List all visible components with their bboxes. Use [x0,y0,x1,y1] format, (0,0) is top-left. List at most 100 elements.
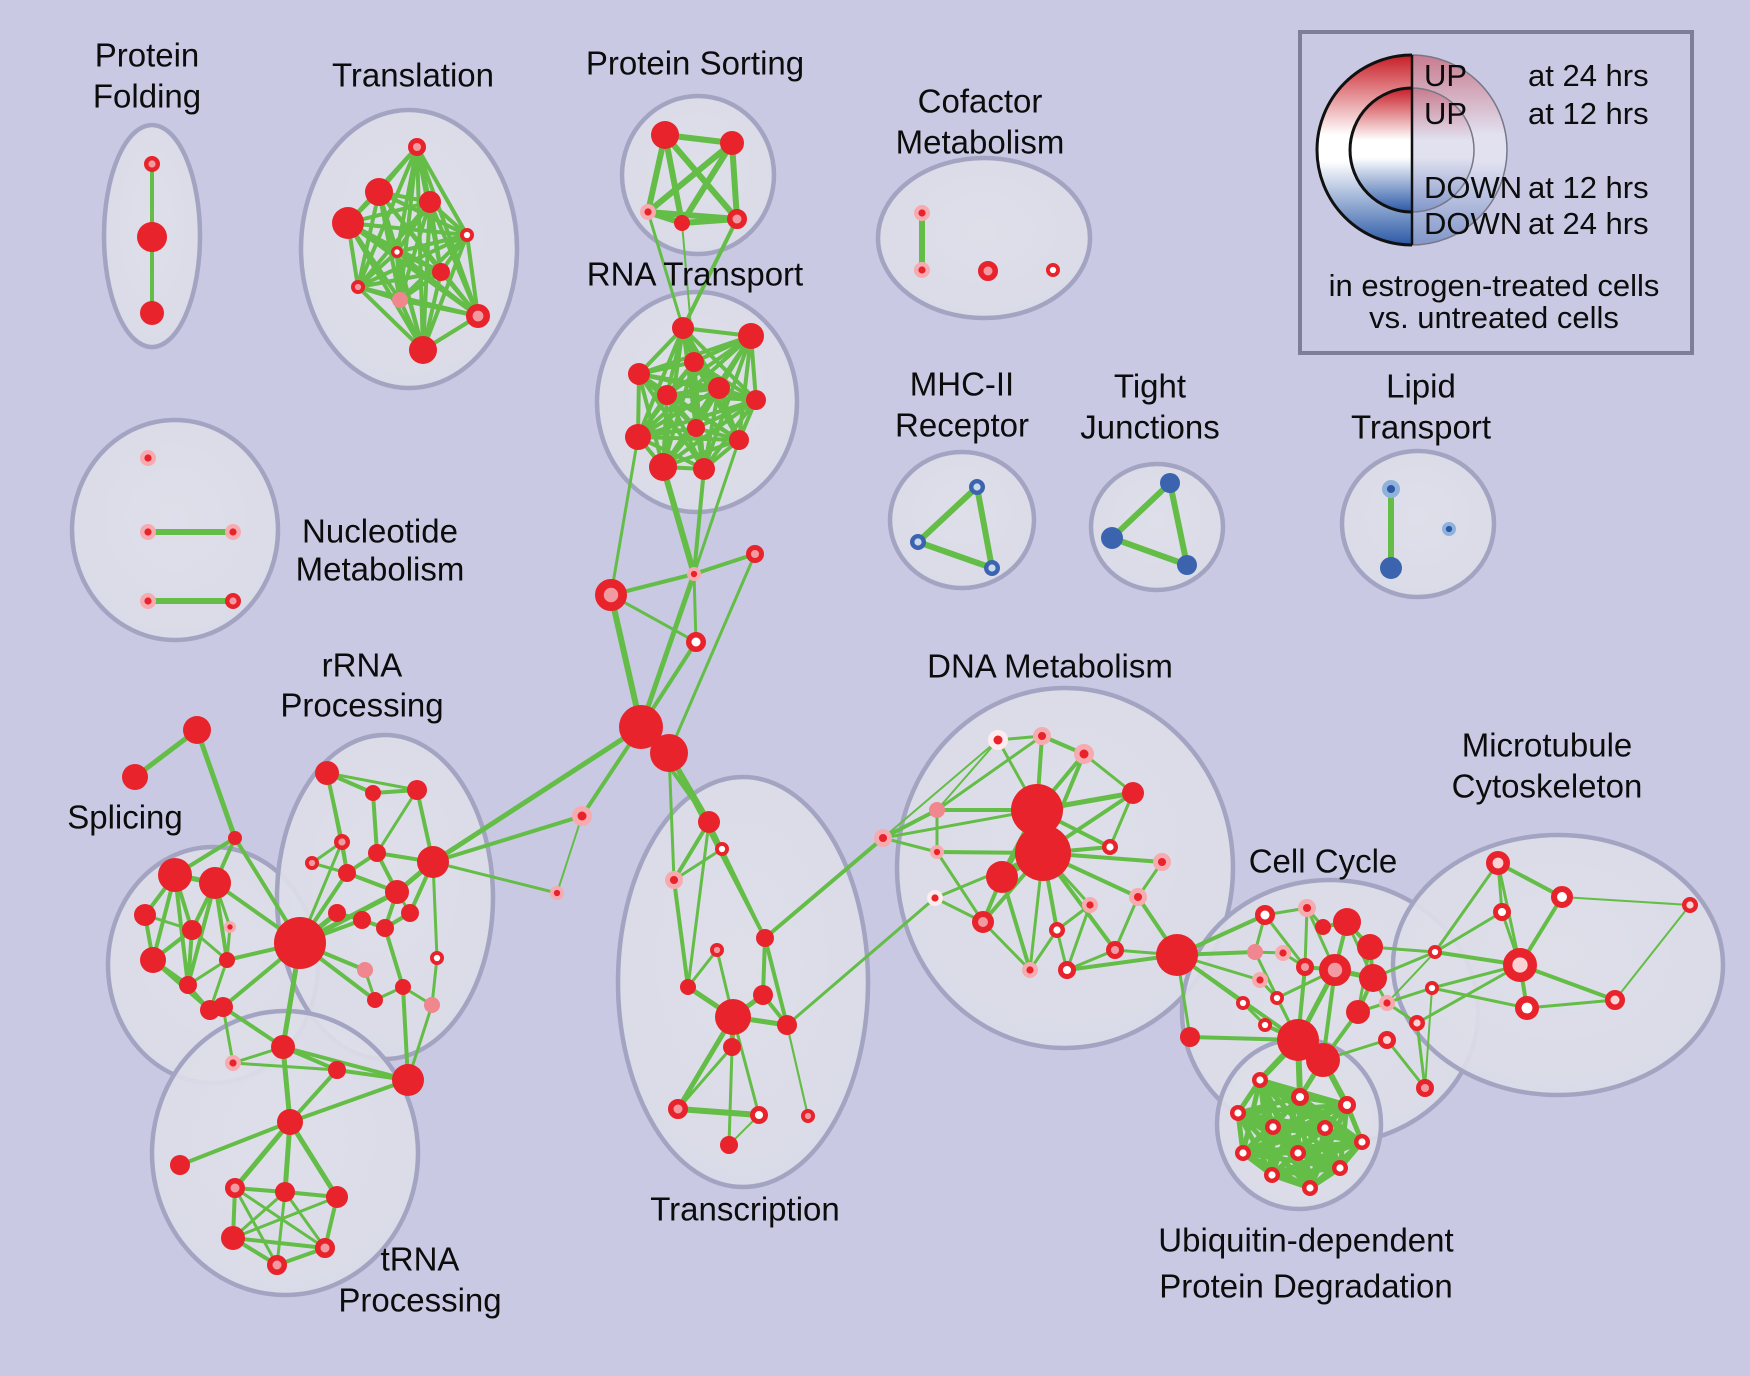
gene-node[interactable] [1156,934,1198,976]
gene-node[interactable] [800,1109,815,1124]
gene-node[interactable] [1295,957,1314,976]
gene-node[interactable] [408,138,427,157]
gene-node[interactable] [674,215,690,231]
gene-node[interactable] [708,377,730,399]
gene-node[interactable] [1074,744,1094,764]
gene-node[interactable] [1234,1144,1251,1161]
gene-node[interactable] [1105,940,1124,959]
gene-node[interactable] [929,844,944,859]
gene-node[interactable] [139,450,156,467]
gene-node[interactable] [228,831,242,845]
gene-node[interactable] [549,885,564,900]
gene-node[interactable] [277,1109,303,1135]
gene-node[interactable] [219,952,235,968]
gene-node[interactable] [1229,1104,1246,1121]
gene-node[interactable] [271,1035,295,1059]
gene-node[interactable] [385,880,409,904]
gene-node[interactable] [1359,964,1387,992]
gene-node[interactable] [1101,839,1118,856]
gene-node[interactable] [720,1136,738,1154]
gene-node[interactable] [680,979,696,995]
gene-node[interactable] [267,1255,287,1275]
gene-node[interactable] [1101,527,1123,549]
gene-node[interactable] [1378,995,1395,1012]
gene-node[interactable] [686,566,701,581]
gene-node[interactable] [1408,1015,1425,1032]
gene-node[interactable] [170,1155,190,1175]
gene-node[interactable] [143,155,160,172]
gene-node[interactable] [1316,1119,1333,1136]
gene-node[interactable] [986,861,1018,893]
gene-node[interactable] [1503,947,1538,982]
gene-node[interactable] [1255,905,1275,925]
gene-node[interactable] [1160,473,1180,493]
gene-node[interactable] [134,904,156,926]
gene-node[interactable] [274,917,326,969]
gene-node[interactable] [1515,995,1540,1020]
gene-node[interactable] [332,207,364,239]
gene-node[interactable] [224,524,241,541]
gene-node[interactable] [914,262,931,279]
gene-node[interactable] [595,579,628,612]
gene-node[interactable] [1057,960,1076,979]
gene-node[interactable] [723,1038,741,1056]
gene-node[interactable] [1152,852,1171,871]
gene-node[interactable] [1032,726,1051,745]
gene-node[interactable] [1277,1019,1319,1061]
gene-node[interactable] [1319,954,1352,987]
gene-node[interactable] [672,317,694,339]
gene-node[interactable] [465,303,490,328]
gene-node[interactable] [459,228,474,243]
gene-node[interactable] [139,524,156,541]
gene-node[interactable] [628,363,650,385]
gene-node[interactable] [137,222,167,252]
gene-node[interactable] [714,841,729,856]
gene-node[interactable] [1605,990,1625,1010]
gene-node[interactable] [390,245,403,258]
gene-node[interactable] [640,203,657,220]
gene-node[interactable] [407,780,427,800]
gene-node[interactable] [715,999,751,1035]
gene-node[interactable] [684,352,704,372]
gene-node[interactable] [395,979,411,995]
gene-node[interactable] [1415,1078,1434,1097]
gene-node[interactable] [183,716,211,744]
gene-node[interactable] [365,178,393,206]
gene-node[interactable] [392,1064,424,1096]
gene-node[interactable] [927,890,944,907]
gene-node[interactable] [619,705,663,749]
gene-node[interactable] [1264,1118,1281,1135]
gene-node[interactable] [1442,521,1457,536]
gene-node[interactable] [1177,555,1197,575]
gene-node[interactable] [1346,1000,1370,1024]
gene-node[interactable] [650,734,688,772]
gene-node[interactable] [984,560,1001,577]
gene-node[interactable] [357,962,373,978]
gene-node[interactable] [401,904,419,922]
gene-node[interactable] [988,730,1008,750]
gene-node[interactable] [432,263,450,281]
gene-node[interactable] [753,985,773,1005]
gene-node[interactable] [1492,902,1511,921]
gene-node[interactable] [1333,908,1361,936]
gene-node[interactable] [1357,934,1383,960]
gene-node[interactable] [1128,887,1147,906]
gene-node[interactable] [777,1015,797,1035]
gene-node[interactable] [304,855,319,870]
gene-node[interactable] [1021,962,1038,979]
gene-node[interactable] [409,336,437,364]
gene-node[interactable] [365,785,381,801]
gene-node[interactable] [668,1099,688,1119]
gene-node[interactable] [225,1178,245,1198]
gene-node[interactable] [179,976,197,994]
gene-node[interactable] [392,292,408,308]
gene-node[interactable] [122,764,148,790]
gene-node[interactable] [315,761,339,785]
gene-node[interactable] [353,911,371,929]
gene-node[interactable] [929,802,945,818]
gene-node[interactable] [698,811,720,833]
gene-node[interactable] [275,1182,295,1202]
gene-node[interactable] [199,867,231,899]
gene-node[interactable] [1263,1166,1280,1183]
gene-node[interactable] [1381,480,1400,499]
